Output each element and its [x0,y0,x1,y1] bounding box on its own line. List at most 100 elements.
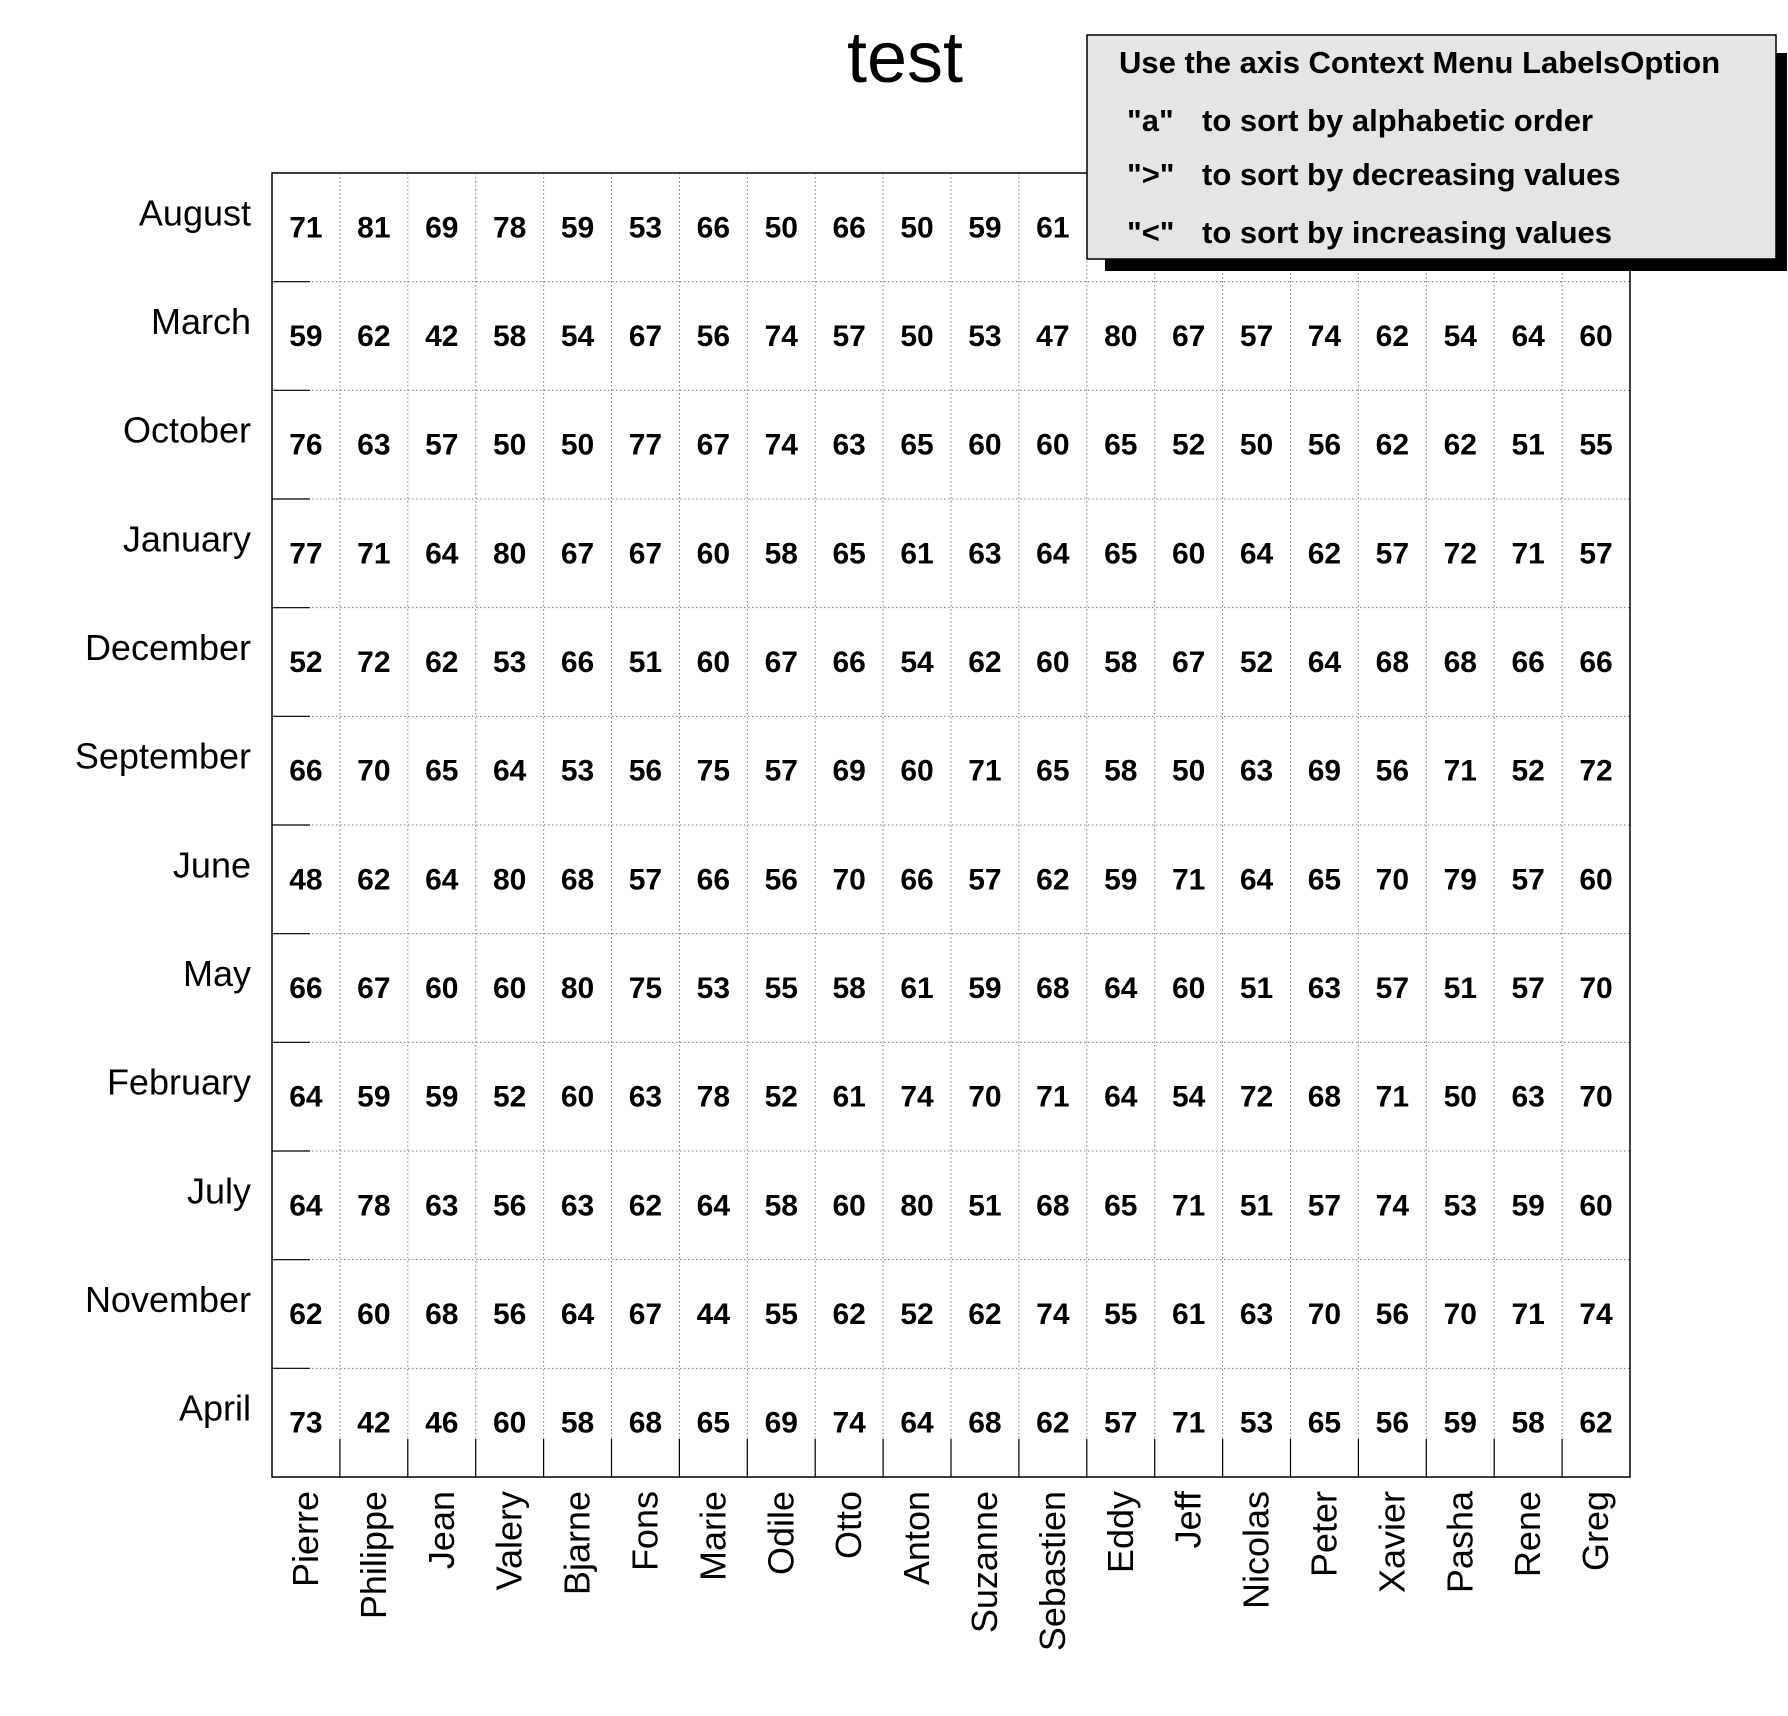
cell-value: 72 [1579,755,1612,788]
cell-value: 64 [425,863,459,896]
column-label[interactable]: Otto [828,1491,869,1559]
column-label[interactable]: Eddy [1100,1491,1141,1573]
row-label[interactable]: May [183,953,251,994]
grid [271,172,1631,1478]
cell-value: 66 [289,972,322,1005]
cell-value: 64 [1511,320,1545,353]
cell-value: 70 [1444,1298,1477,1331]
cell-value: 51 [1444,972,1477,1005]
cells: 71 81 69 78 59 53 66 50 66 50 59 61 59 62 42 58 54 67 56 74… [289,211,1613,1439]
cell-value: 56 [1308,429,1341,462]
cell-value: 51 [968,1189,1001,1222]
cell-value: 58 [1104,646,1137,679]
cell-value: 56 [1376,1298,1409,1331]
column-label[interactable]: Pierre [285,1491,326,1587]
cell-value: 59 [425,1081,458,1114]
cell-value: 61 [900,537,933,570]
cell-value: 67 [697,429,730,462]
cell-value: 52 [1240,646,1273,679]
cell-value: 68 [1308,1081,1341,1114]
cell-value: 74 [765,429,799,462]
cell-value: 71 [1511,1298,1544,1331]
column-label[interactable]: Fons [624,1491,665,1571]
column-label[interactable]: Rene [1507,1491,1548,1577]
cell-value: 70 [357,755,390,788]
cell-value: 60 [900,755,933,788]
cell-value: 70 [832,863,865,896]
cell-value: 63 [1240,1298,1273,1331]
column-label[interactable]: Greg [1575,1491,1616,1571]
row-label[interactable]: July [187,1170,251,1211]
cell-value: 65 [1104,429,1137,462]
cell-value: 68 [1376,646,1409,679]
column-label[interactable]: Valery [489,1491,530,1590]
cell-value: 42 [425,320,458,353]
cell-value: 52 [900,1298,933,1331]
column-label[interactable]: Marie [692,1491,733,1581]
cell-value: 63 [357,429,390,462]
column-label[interactable]: Anton [896,1491,937,1585]
row-label[interactable]: December [85,627,251,668]
cell-value: 60 [697,646,730,679]
cell-value: 65 [1308,1407,1341,1440]
cell-value: 58 [832,972,865,1005]
cell-value: 68 [1444,646,1477,679]
cell-value: 53 [1240,1407,1273,1440]
cell-value: 48 [289,863,322,896]
cell-value: 67 [765,646,798,679]
row-labels[interactable]: August March October January December Septemb… [75,192,251,1428]
legend-heading: Use the axis Context Menu LabelsOption [1119,45,1720,80]
cell-value: 74 [1376,1189,1410,1222]
legend-key-asc: "<" [1127,215,1175,250]
cell-value: 61 [1036,211,1069,244]
cell-value: 58 [493,320,526,353]
cell-value: 66 [832,646,865,679]
cell-value: 50 [1240,429,1273,462]
column-label[interactable]: Peter [1303,1491,1344,1577]
cell-value: 66 [289,755,322,788]
cell-value: 60 [1172,972,1205,1005]
column-label[interactable]: Nicolas [1236,1491,1277,1609]
cell-value: 58 [765,537,798,570]
cell-value: 63 [425,1189,458,1222]
cell-value: 70 [1579,972,1612,1005]
row-label[interactable]: June [173,844,251,885]
row-label[interactable]: March [151,301,251,342]
cell-value: 57 [1104,1407,1137,1440]
cell-value: 59 [561,211,594,244]
cell-value: 58 [1104,755,1137,788]
column-label[interactable]: Bjarne [557,1491,598,1595]
column-label[interactable]: Jean [421,1491,462,1569]
column-labels[interactable]: Pierre Philippe Jean Valery Bjarne Fons Marie O… [285,1490,1616,1651]
column-label[interactable]: Pasha [1439,1490,1480,1593]
column-label[interactable]: Sebastien [1032,1491,1073,1651]
cell-value: 60 [1579,863,1612,896]
cell-value: 68 [425,1298,458,1331]
cell-value: 62 [968,1298,1001,1331]
cell-value: 60 [1579,1189,1612,1222]
cell-value: 55 [765,1298,798,1331]
cell-value: 52 [493,1081,526,1114]
cell-value: 71 [1376,1081,1409,1114]
column-label[interactable]: Suzanne [964,1491,1005,1633]
column-label[interactable]: Jeff [1168,1490,1209,1548]
cell-value: 69 [832,755,865,788]
cell-value: 65 [1104,537,1137,570]
column-label[interactable]: Odile [760,1491,801,1575]
row-label[interactable]: April [179,1388,251,1429]
cell-value: 52 [289,646,322,679]
row-label[interactable]: January [123,518,251,559]
row-label[interactable]: November [85,1279,251,1320]
column-label[interactable]: Xavier [1371,1491,1412,1593]
cell-value: 65 [425,755,458,788]
row-label[interactable]: August [139,192,251,233]
cell-value: 64 [1036,537,1070,570]
column-label[interactable]: Philippe [353,1491,394,1619]
row-label[interactable]: February [107,1062,251,1103]
cell-value: 73 [289,1407,322,1440]
cell-value: 63 [629,1081,662,1114]
row-label[interactable]: September [75,736,251,777]
cell-value: 57 [1376,537,1409,570]
row-label[interactable]: October [123,410,251,451]
